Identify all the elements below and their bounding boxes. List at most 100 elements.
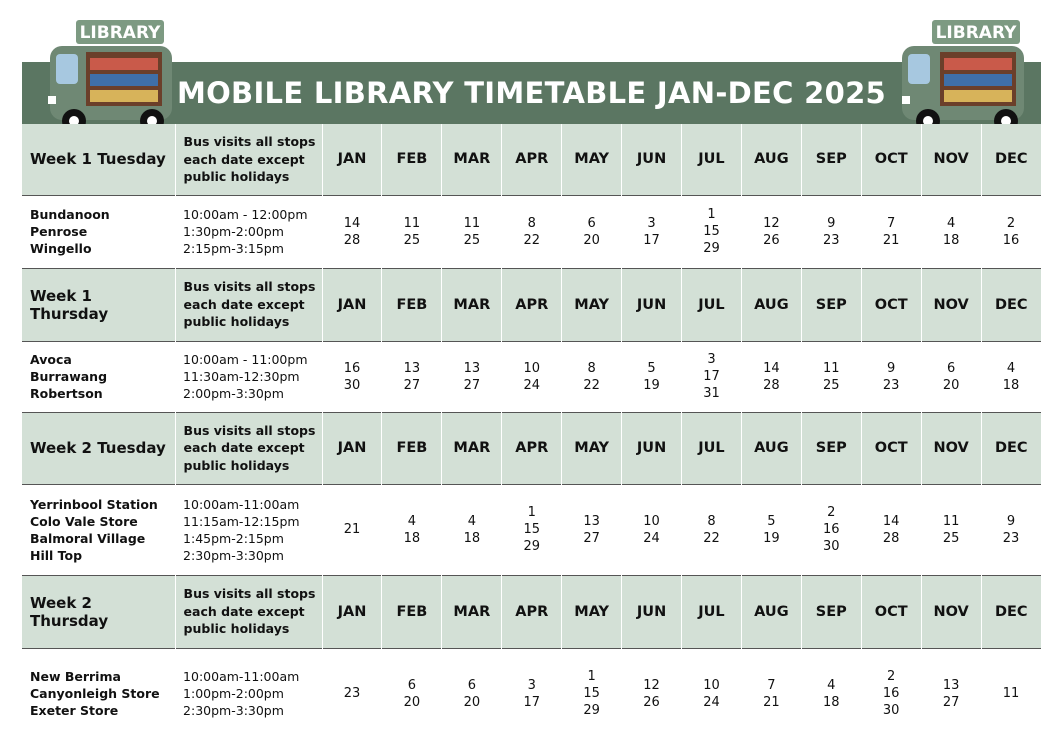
- dates: 13 27: [562, 484, 622, 575]
- dates: 1 15 29: [562, 648, 622, 739]
- date: 16: [823, 522, 840, 537]
- note: Bus visits all stops each date except pu…: [174, 575, 323, 648]
- dates: 3 17: [502, 648, 562, 739]
- date: 11: [942, 513, 960, 529]
- date: 24: [703, 694, 720, 710]
- dates: 2 16 30: [801, 484, 861, 575]
- date: 20: [463, 694, 481, 710]
- dates: 11 25: [382, 195, 442, 268]
- dates: 13 27: [921, 648, 981, 739]
- sign: [76, 20, 164, 44]
- sign-text: LIBRARY: [936, 23, 1018, 43]
- stop: New Berrima: [30, 669, 121, 685]
- date: 18: [1002, 377, 1020, 393]
- date: 22: [583, 377, 600, 393]
- time: 2:30pm-3:30pm: [183, 703, 284, 719]
- date: 3: [707, 352, 716, 367]
- date: 14: [343, 215, 361, 231]
- date: 23: [343, 686, 361, 702]
- data-row: Avoca Burrawang Robertson 10:00am - 11:00pm…: [22, 341, 1041, 412]
- time: 2:30pm-3:30pm: [183, 547, 284, 563]
- dates: 2 16: [981, 195, 1041, 268]
- stops: Yerrinbool Station Colo Vale Store Balmora…: [22, 484, 175, 575]
- dates: 10 24: [502, 341, 562, 412]
- month: FEB: [381, 268, 442, 341]
- date: 25: [823, 377, 840, 393]
- window: [908, 54, 930, 84]
- sign: [932, 20, 1020, 44]
- date: 17: [643, 232, 660, 248]
- time: 1:45pm-2:15pm: [183, 530, 284, 546]
- date: 27: [463, 377, 481, 393]
- dates: 14 28: [861, 484, 921, 575]
- date: 7: [767, 677, 776, 693]
- stop: Robertson: [30, 386, 103, 401]
- date: 24: [643, 530, 660, 546]
- dates: 4 18: [921, 195, 981, 268]
- dates: 6 20: [921, 341, 981, 412]
- dates: 8 22: [502, 195, 562, 268]
- date: 26: [643, 694, 660, 710]
- week-label: Week 1 Tuesday: [22, 124, 176, 195]
- note: Bus visits all stops each date except pu…: [174, 268, 323, 341]
- month: MAR: [441, 268, 502, 341]
- date: 1: [527, 505, 536, 520]
- date: 13: [463, 360, 481, 376]
- month: JUN: [621, 268, 682, 341]
- times: 10:00am - 12:00pm 1:30pm-2:00pm 2:15pm-3:1…: [175, 195, 322, 268]
- dates: 23: [322, 648, 382, 739]
- date: 11: [463, 215, 481, 231]
- date: 15: [703, 224, 720, 239]
- date: 21: [763, 694, 780, 710]
- date: 18: [463, 530, 481, 546]
- date: 22: [703, 530, 720, 546]
- date: 17: [703, 369, 720, 384]
- date: 29: [583, 703, 600, 719]
- times: 10:00am-11:00am 1:00pm-2:00pm 2:30pm-3:30p…: [175, 648, 322, 739]
- month: APR: [501, 124, 562, 195]
- month: NOV: [920, 575, 982, 648]
- date: 16: [343, 360, 361, 376]
- date: 30: [343, 377, 361, 393]
- month: DEC: [980, 575, 1041, 648]
- time: 11:30am-12:30pm: [183, 369, 300, 384]
- date: 5: [647, 360, 656, 376]
- stop: Hill Top: [30, 547, 83, 563]
- date: 2: [887, 669, 896, 685]
- month: JAN: [321, 575, 382, 648]
- time: 2:00pm-3:30pm: [183, 386, 284, 401]
- date: 9: [827, 215, 836, 231]
- title: MOBILE LIBRARY TIMETABLE JAN-DEC 2025: [176, 76, 887, 110]
- data-row: New Berrima Canyonleigh Store Exeter Store…: [22, 648, 1041, 739]
- stop: Yerrinbool Station: [30, 496, 158, 512]
- dates: 4 18: [981, 341, 1041, 412]
- dates: 14 28: [322, 195, 382, 268]
- date: 8: [527, 215, 536, 231]
- dates: 3 17: [622, 195, 682, 268]
- times: 10:00am-11:00am 11:15am-12:15pm 1:45pm-2:1…: [175, 484, 322, 575]
- date: 6: [946, 360, 956, 376]
- date: 21: [882, 232, 900, 248]
- month: FEB: [381, 124, 442, 195]
- time: 10:00am - 12:00pm: [183, 207, 308, 222]
- month: MAY: [561, 412, 622, 484]
- month: JUL: [681, 412, 742, 484]
- dates: 7 21: [861, 195, 921, 268]
- date: 19: [763, 530, 780, 546]
- time: 2:15pm-3:15pm: [183, 241, 284, 256]
- date: 20: [942, 377, 960, 393]
- date: 24: [523, 377, 541, 393]
- month: FEB: [381, 575, 442, 648]
- date: 5: [767, 513, 776, 529]
- stop: Canyonleigh Store: [30, 686, 160, 702]
- stop: Penrose: [30, 224, 88, 239]
- date: 29: [703, 241, 720, 256]
- date: 15: [583, 686, 600, 702]
- dates: 11 25: [442, 195, 502, 268]
- date: 10: [523, 360, 541, 376]
- dates: 14 28: [741, 341, 801, 412]
- month: SEP: [800, 575, 862, 648]
- month: MAY: [561, 268, 622, 341]
- bus-icon: LIBRARY: [48, 20, 172, 133]
